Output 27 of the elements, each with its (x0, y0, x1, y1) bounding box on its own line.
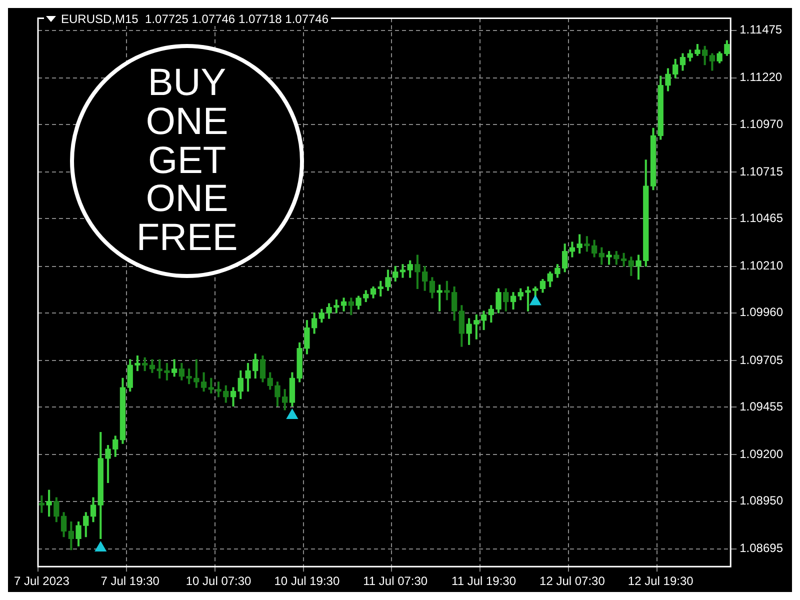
y-tick-label: 1.08950 (740, 494, 784, 508)
x-tick-label: 12 Jul 07:30 (540, 574, 606, 588)
x-tick-label: 11 Jul 07:30 (363, 574, 428, 588)
y-tick-label: 1.11220 (740, 70, 782, 84)
x-tick-label: 12 Jul 19:30 (628, 574, 694, 588)
point (286, 409, 298, 420)
y-tick-label: 1.10210 (740, 258, 784, 273)
x-tick-label: 10 Jul 19:30 (274, 574, 340, 588)
y-tick-label: 1.09200 (740, 446, 784, 461)
y-tick-label: 1.11475 (740, 22, 782, 37)
point (94, 541, 106, 552)
y-tick-label: 1.09705 (740, 352, 784, 367)
y-tick-label: 1.09960 (740, 305, 784, 320)
point (530, 295, 542, 306)
x-tick-label: 10 Jul 07:30 (186, 574, 252, 588)
x-tick-label: 11 Jul 19:30 (452, 574, 516, 588)
y-tick-label: 1.10970 (740, 116, 784, 131)
y-tick-label: 1.09455 (740, 399, 784, 414)
x-tick-label: 7 Jul 19:30 (100, 574, 160, 588)
x-tick-label: 7 Jul 2023 (14, 574, 70, 588)
y-tick-label: 1.08695 (740, 541, 784, 556)
circle-badge: BUY ONE GET ONE FREE (70, 44, 304, 278)
y-tick-label: 1.10715 (740, 164, 784, 178)
candlestick (400, 264, 406, 278)
annotation: BUY ONE GET ONE FREE (135, 62, 239, 260)
chart-title: EURUSD,M15 1.07725 1.07746 1.07718 1.07746 (61, 12, 329, 26)
y-tick-label: 1.10465 (740, 211, 784, 226)
